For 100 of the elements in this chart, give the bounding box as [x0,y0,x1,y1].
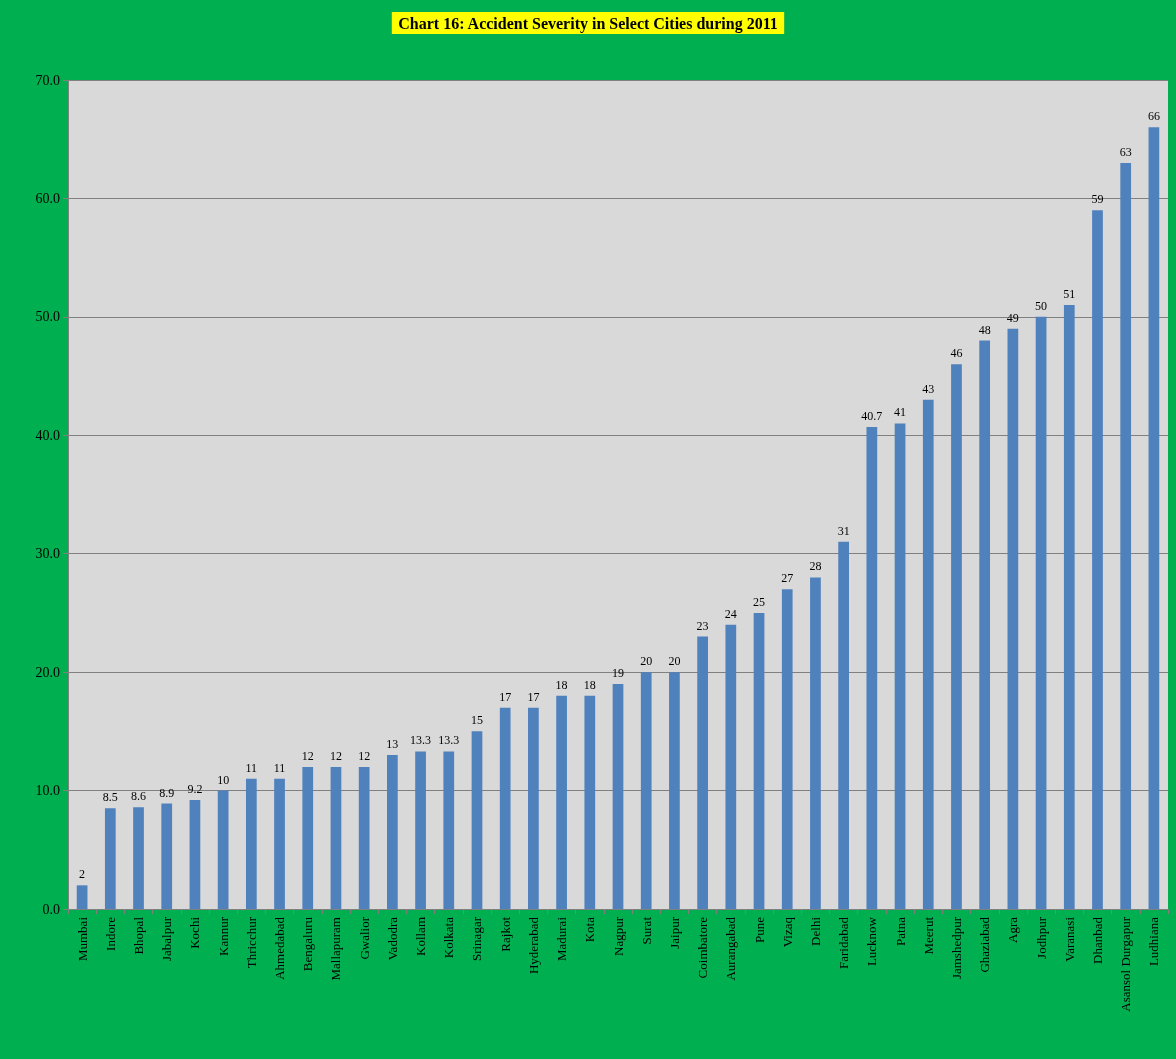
y-tick-label: 10.0 [35,783,60,799]
data-label: 12 [358,748,371,763]
x-tick-label: Kota [582,916,598,943]
bar [922,399,934,909]
x-tick-label: Indore [102,916,118,951]
bar [330,766,342,909]
x-tick-label: Dhanbad [1089,916,1105,964]
data-label: 10 [217,772,230,787]
y-tick-label: 70.0 [35,72,60,88]
bar [443,751,455,909]
data-label: 31 [837,523,850,538]
x-tick-label: Jabalpur [159,916,175,962]
bar [697,636,708,909]
x-tick-label: Rajkot [497,916,513,952]
bar [894,423,906,909]
x-tick-label: Thricchur [243,916,259,969]
bar [556,695,567,909]
x-tick-label: Jodhpur [1033,916,1049,959]
x-tick-label: Kollam [413,917,429,956]
data-label: 8.5 [102,790,118,805]
bar [1035,316,1047,909]
x-tick-label: Nagpur [610,916,626,956]
bar [669,672,680,909]
bar [189,800,201,909]
data-label: 13.3 [410,733,432,748]
bar [387,755,398,909]
bar [1148,127,1160,909]
data-label: 40.7 [861,409,883,423]
data-label: 20 [668,654,681,669]
data-label: 8.9 [159,785,175,800]
x-tick-label: Lucknow [864,916,880,967]
data-label: 41 [894,405,907,420]
x-tick-label: Mallapuram [328,917,344,981]
bar [245,778,257,909]
bar [1120,162,1132,909]
data-label: 28 [809,559,822,574]
x-tick-label: Vadodra [384,916,400,961]
x-tick-label: Agra [1005,916,1021,943]
data-label: 46 [950,346,963,361]
bar [161,803,173,909]
bar [1063,305,1075,909]
x-tick-label: Mumbai [74,916,90,962]
data-label: 24 [724,606,737,621]
x-tick-label: Bhopal [131,916,147,955]
data-label: 11 [245,760,258,775]
x-tick-label: Madurai [554,916,570,962]
chart-title: Chart 16: Accident Severity in Select Cities during 2011 [398,14,778,33]
bar [471,731,483,909]
bar [274,778,285,909]
data-label: 66 [1147,109,1160,124]
bar [810,577,821,909]
bar [612,683,624,909]
x-tick-label: Vizaq [779,916,795,948]
bar [584,695,596,909]
x-tick-label: Aurangabad [723,916,739,981]
bar [781,589,793,909]
bar [753,612,765,909]
y-tick-label: 30.0 [35,546,60,562]
bar [640,672,652,909]
data-label: 23 [696,618,709,633]
data-label: 43 [922,381,935,396]
x-tick-label: Ghaziabad [977,916,993,973]
data-label: 15 [470,713,483,728]
data-label: 49 [1006,310,1019,325]
bar [302,766,314,909]
y-tick-label: 40.0 [35,427,60,443]
bar [951,364,962,909]
data-label: 11 [273,760,286,775]
bar [133,807,144,909]
data-label: 20 [640,654,653,669]
y-tick-label: 20.0 [35,664,60,680]
data-label: 12 [329,748,342,763]
x-tick-label: Ludhiana [1146,916,1162,967]
bar [499,707,511,909]
x-tick-label: Faridabad [836,916,852,969]
data-label: 19 [612,665,624,680]
bar [76,885,88,909]
data-label: 9.2 [187,782,203,797]
x-tick-label: Surat [638,916,654,945]
x-tick-label: Patna [892,916,908,946]
bar [838,541,849,909]
x-tick-label: Kolkata [441,916,457,959]
y-tick-label: 50.0 [35,309,60,325]
bar [415,751,426,909]
x-tick-label: Ahmedabad [272,916,288,980]
x-tick-label: Pune [751,916,767,943]
x-tick-label: Varanasi [1061,916,1077,962]
x-tick-label: Hyderabad [525,916,541,975]
y-tick-label: 60.0 [35,190,60,206]
x-tick-label: Asansol Durgapur [1118,916,1134,1012]
x-tick-label: Kochi [187,916,203,949]
y-tick-label: 0.0 [42,901,60,917]
data-label: 18 [555,677,568,692]
bar [358,766,370,909]
data-label: 18 [583,677,596,692]
data-label: 59 [1091,192,1104,207]
data-label: 12 [301,748,314,763]
data-label: 27 [781,571,794,586]
x-tick-label: Meerut [920,916,936,955]
data-label: 13.3 [438,733,460,748]
